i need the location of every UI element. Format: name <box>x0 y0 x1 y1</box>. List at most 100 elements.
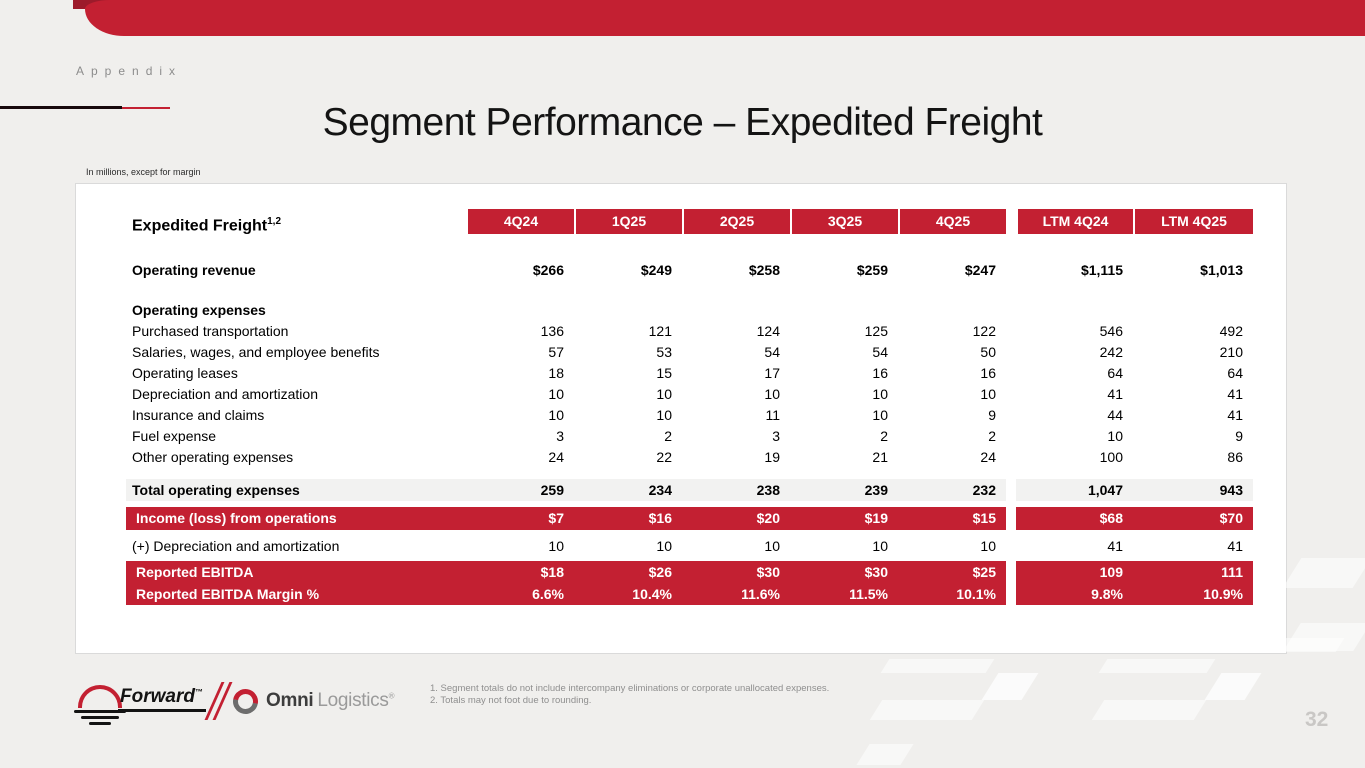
table-title: Expedited Freight1,2 <box>132 216 282 235</box>
footnote-2: 2. Totals may not foot due to rounding. <box>430 694 592 706</box>
banner-bar <box>85 0 1365 36</box>
cell-value: $1,013 <box>1200 262 1243 278</box>
cell-value: 16 <box>872 365 888 381</box>
cell-value: 111 <box>1221 564 1243 580</box>
cell-value: 2 <box>664 428 672 444</box>
table-title-superscript: 1,2 <box>267 216 282 227</box>
cell-value: 10.9% <box>1203 586 1243 602</box>
forward-road-line <box>89 722 111 725</box>
cell-value: 125 <box>864 323 888 339</box>
row-label: Operating leases <box>132 365 238 381</box>
registered-symbol: ® <box>388 691 395 701</box>
cell-value: 10 <box>548 538 564 554</box>
forward-logo: Forward™ <box>72 679 212 727</box>
row-reported-ebitda-ltm: 109 111 <box>1016 561 1253 583</box>
cell-value: $30 <box>864 564 888 580</box>
cell-value: 50 <box>980 344 996 360</box>
cell-value: 9 <box>1235 428 1243 444</box>
cell-value: 44 <box>1107 407 1123 423</box>
cell-value: 16 <box>980 365 996 381</box>
cell-value: 10 <box>656 386 672 402</box>
column-header-4q24: 4Q24 <box>468 209 574 234</box>
cell-value: 64 <box>1227 365 1243 381</box>
omni-wordmark-bold: Omni <box>266 690 314 711</box>
cell-value: 11 <box>765 407 780 423</box>
omni-circle-icon <box>228 683 263 719</box>
row-operating-revenue: Operating revenue $266 $249 $258 $259 $2… <box>126 260 1253 281</box>
row-plus-depreciation-amortization: (+) Depreciation and amortization 10 10 … <box>126 536 1253 557</box>
cell-value: 259 <box>540 482 564 498</box>
cell-value: 11.5% <box>849 586 888 602</box>
cell-value: 64 <box>1107 365 1123 381</box>
cell-value: $258 <box>748 262 780 278</box>
row-reported-ebitda: Reported EBITDA $18 $26 $30 $30 $25 <box>126 561 1006 583</box>
cell-value: 21 <box>872 449 888 465</box>
cell-value: 6.6% <box>532 586 564 602</box>
cell-value: $19 <box>864 510 888 526</box>
cell-value: 10 <box>656 407 672 423</box>
cell-value: 41 <box>1107 538 1123 554</box>
cell-value: 210 <box>1219 344 1243 360</box>
cell-value: 10 <box>980 538 996 554</box>
forward-road-line <box>74 710 126 713</box>
cell-value: $259 <box>856 262 888 278</box>
cell-value: 2 <box>880 428 888 444</box>
cell-value: 24 <box>980 449 996 465</box>
cell-value: 9 <box>988 407 996 423</box>
row-operating-leases: Operating leases 18 15 17 16 16 64 64 <box>126 363 1253 384</box>
cell-value: 41 <box>1107 386 1123 402</box>
row-label: Purchased transportation <box>132 323 289 339</box>
cell-value: 2 <box>988 428 996 444</box>
cell-value: 19 <box>764 449 780 465</box>
row-salaries-wages-benefits: Salaries, wages, and employee benefits 5… <box>126 342 1253 363</box>
cell-value: 54 <box>872 344 888 360</box>
column-header-2q25: 2Q25 <box>684 209 790 234</box>
row-reported-ebitda-margin: Reported EBITDA Margin % 6.6% 10.4% 11.6… <box>126 583 1006 605</box>
cell-value: 9.8% <box>1091 586 1123 602</box>
checker-shape <box>1204 673 1262 700</box>
cell-value: 41 <box>1227 407 1243 423</box>
checker-shape <box>1098 659 1216 673</box>
row-label: Income (loss) from operations <box>136 510 337 526</box>
cell-value: $68 <box>1099 510 1123 526</box>
row-label: Total operating expenses <box>132 482 300 498</box>
cell-value: 10.1% <box>956 586 996 602</box>
column-header-ltm-4q24: LTM 4Q24 <box>1018 209 1133 234</box>
cell-value: 136 <box>540 323 564 339</box>
cell-value: 122 <box>972 323 996 339</box>
cell-value: 10 <box>548 407 564 423</box>
row-label: Depreciation and amortization <box>132 386 318 402</box>
cell-value: 121 <box>648 323 672 339</box>
forward-wordmark: Forward™ <box>118 686 206 712</box>
operating-expenses-block: Operating expenses Purchased transportat… <box>126 300 1253 468</box>
cell-value: $18 <box>540 564 564 580</box>
cell-value: 54 <box>764 344 780 360</box>
column-header-ltm-4q25: LTM 4Q25 <box>1135 209 1253 234</box>
row-reported-ebitda-band: Reported EBITDA $18 $26 $30 $30 $25 Repo… <box>126 561 1253 605</box>
cell-value: 492 <box>1219 323 1243 339</box>
row-label: Reported EBITDA <box>136 564 254 580</box>
column-header-3q25: 3Q25 <box>792 209 898 234</box>
cell-value: 10 <box>980 386 996 402</box>
checker-shape <box>1277 638 1345 652</box>
row-reported-ebitda-margin-ltm: 9.8% 10.9% <box>1016 583 1253 605</box>
row-other-operating-expenses: Other operating expenses 24 22 19 21 24 … <box>126 447 1253 468</box>
page-title: Segment Performance – Expedited Freight <box>322 101 1043 144</box>
row-label: Other operating expenses <box>132 449 294 465</box>
row-purchased-transportation: Purchased transportation 136 121 124 125… <box>126 321 1253 342</box>
cell-value: 232 <box>972 482 996 498</box>
cell-value: 238 <box>756 482 780 498</box>
row-label: Reported EBITDA Margin % <box>136 586 320 602</box>
cell-value: 10 <box>656 538 672 554</box>
row-insurance-claims: Insurance and claims 10 10 11 10 9 44 41 <box>126 405 1253 426</box>
row-fuel-expense: Fuel expense 3 2 3 2 2 10 9 <box>126 426 1253 447</box>
cell-value: 11.6% <box>741 586 780 602</box>
cell-value: 3 <box>556 428 564 444</box>
cell-value: 3 <box>772 428 780 444</box>
row-label: Insurance and claims <box>132 407 265 423</box>
forward-arch-icon <box>78 685 122 708</box>
cell-value: 10 <box>872 538 888 554</box>
checker-shape <box>981 673 1039 700</box>
page-number: 32 <box>1305 708 1329 731</box>
cell-value: $1,115 <box>1080 262 1123 278</box>
